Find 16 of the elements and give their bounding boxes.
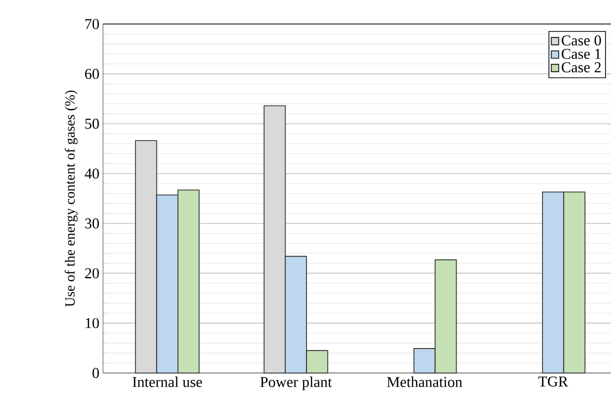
x-tick-label: Internal use [132, 376, 202, 388]
y-tick-label: 70 [85, 18, 99, 30]
x-tick-label: Power plant [260, 376, 332, 390]
y-tick-label: 50 [85, 118, 99, 129]
y-tick-label: 20 [85, 268, 99, 278]
legend-label: Case 1 [562, 48, 601, 59]
y-tick-label: 40 [84, 168, 99, 179]
y-axis-title: Use of the energy content of gases (%) [64, 90, 78, 307]
x-tick-label: TGR [538, 376, 568, 387]
y-tick-label: 60 [85, 68, 99, 79]
y-tick-label: 0 [92, 368, 99, 378]
legend-label: Case 0 [562, 35, 601, 46]
y-tick-label: 10 [86, 318, 99, 328]
legend-label: Case 2 [562, 62, 601, 72]
y-tick-label: 30 [85, 218, 99, 228]
x-tick-label: Methanation [387, 376, 462, 388]
